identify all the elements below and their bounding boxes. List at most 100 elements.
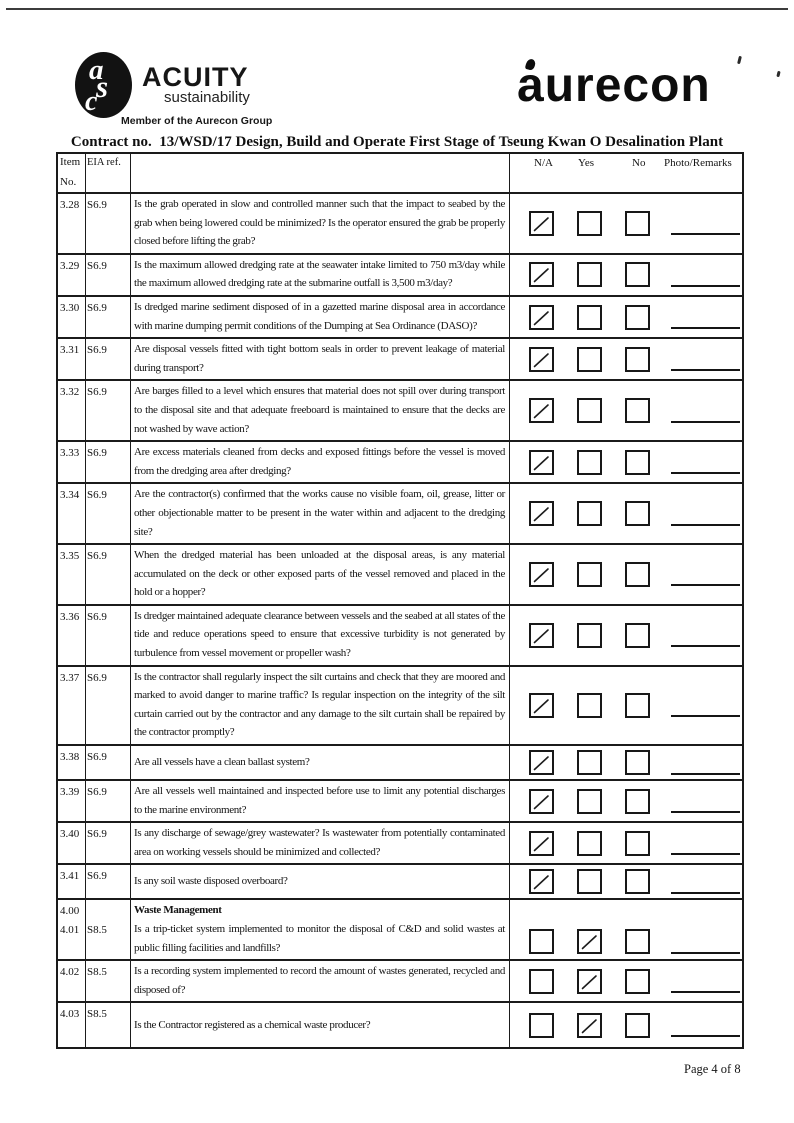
eia-ref-cell: S8.5 bbox=[86, 1003, 131, 1048]
question-text: Is dredged marine sediment disposed of i… bbox=[134, 300, 505, 332]
scan-speck bbox=[776, 70, 781, 78]
question-cell: Is the Contractor registered as a chemic… bbox=[131, 1003, 510, 1048]
remarks-underline bbox=[671, 715, 740, 718]
checkbox-na-checked bbox=[529, 449, 554, 475]
checks-cell bbox=[510, 865, 742, 898]
header-item-no: Item No. bbox=[58, 154, 86, 192]
question-text: Are disposal vessels fitted with tight b… bbox=[134, 343, 505, 374]
checkbox-yes bbox=[577, 622, 602, 648]
question-text: When the dredged material has been unloa… bbox=[134, 549, 505, 599]
remarks-underline bbox=[671, 523, 740, 526]
checkbox-no bbox=[625, 210, 650, 236]
scan-speck bbox=[737, 55, 742, 65]
eia-ref-cell: S6.9 bbox=[86, 545, 131, 604]
header-no: No bbox=[632, 157, 646, 169]
table-row: 3.38 S6.9 Are all vessels have a clean bal… bbox=[58, 746, 742, 782]
checkbox-yes-checked bbox=[577, 1012, 602, 1038]
checks-cell bbox=[510, 297, 742, 337]
checkbox-no bbox=[625, 929, 650, 955]
checkbox-no bbox=[625, 398, 650, 424]
checkbox-na-checked bbox=[529, 622, 554, 648]
checkbox-yes bbox=[577, 561, 602, 587]
remarks-underline bbox=[671, 369, 740, 372]
checks-cell bbox=[510, 781, 742, 821]
eia-ref-cell: S8.5 bbox=[86, 961, 131, 1002]
checkbox-yes bbox=[577, 869, 602, 895]
checkbox-na-checked bbox=[529, 869, 554, 895]
header-na: N/A bbox=[534, 157, 553, 169]
question-cell: Are all vessels well maintained and insp… bbox=[131, 781, 510, 822]
question-cell: Are the contractor(s) confirmed that the… bbox=[131, 484, 510, 544]
table-row: 3.34 S6.9 Are the contractor(s) confirmed … bbox=[58, 484, 742, 546]
checks-cell bbox=[510, 746, 742, 779]
item-no-cell: 3.41 bbox=[58, 865, 86, 899]
item-no-cell: 3.40 bbox=[58, 823, 86, 864]
remarks-underline bbox=[671, 327, 740, 330]
checkbox-na-checked bbox=[529, 398, 554, 424]
header-photo-remarks: Photo/Remarks bbox=[664, 157, 732, 169]
item-no-cell: 3.31 bbox=[58, 339, 86, 380]
checks-cell bbox=[510, 823, 742, 863]
checkbox-yes bbox=[577, 262, 602, 288]
remarks-underline bbox=[671, 991, 740, 994]
table-body: 3.28 S6.9 Is the grab operated in slow and… bbox=[58, 194, 742, 1048]
question-cell: Are excess materials cleaned from decks … bbox=[131, 442, 510, 483]
table-header-row: Item No. EIA ref. N/A Yes No Photo/Remar… bbox=[58, 154, 742, 194]
checks-cell bbox=[510, 484, 742, 543]
item-no-cell: 3.39 bbox=[58, 781, 86, 822]
question-cell: Is any discharge of sewage/grey wastewat… bbox=[131, 823, 510, 864]
checkbox-no bbox=[625, 449, 650, 475]
checks-cell bbox=[510, 1003, 742, 1047]
question-text: Are all vessels have a clean ballast sys… bbox=[134, 755, 310, 768]
checkbox-yes bbox=[577, 501, 602, 527]
eia-ref-cell: S6.9 bbox=[86, 865, 131, 899]
remarks-underline bbox=[671, 891, 740, 894]
question-cell: Is the contractor shall regularly inspec… bbox=[131, 666, 510, 745]
checks-cell bbox=[510, 667, 742, 744]
item-no-cell: 3.33 bbox=[58, 442, 86, 483]
item-no-cell: 3.30 bbox=[58, 296, 86, 338]
remarks-underline bbox=[671, 645, 740, 648]
question-cell: Is any soil waste disposed overboard? bbox=[131, 865, 510, 899]
checks-cell bbox=[510, 255, 742, 295]
checks-cell bbox=[510, 900, 742, 959]
checks-cell bbox=[510, 961, 742, 1001]
item-no-cell: 3.29 bbox=[58, 254, 86, 295]
table-row: 4.03 S8.5 Is the Contractor registered as … bbox=[58, 1003, 742, 1048]
question-cell: Is the maximum allowed dredging rate at … bbox=[131, 254, 510, 295]
checkbox-na-checked bbox=[529, 501, 554, 527]
table-row: 3.36 S6.9 Is dredger maintained adequate c… bbox=[58, 605, 742, 667]
checks-cell bbox=[510, 339, 742, 379]
checkbox-na-checked bbox=[529, 346, 554, 372]
table-row: 3.32 S6.9 Are barges filled to a level whi… bbox=[58, 381, 742, 443]
checkbox-no bbox=[625, 622, 650, 648]
checkbox-no bbox=[625, 692, 650, 718]
question-cell: Are all vessels have a clean ballast sys… bbox=[131, 746, 510, 780]
question-cell: Is dredger maintained adequate clearance… bbox=[131, 605, 510, 665]
checkbox-yes bbox=[577, 346, 602, 372]
acuity-tagline: Member of the Aurecon Group bbox=[121, 115, 273, 127]
remarks-underline bbox=[671, 853, 740, 856]
document-title: Contract no. 13/WSD/17 Design, Build and… bbox=[70, 134, 724, 150]
question-cell: Is dredged marine sediment disposed of i… bbox=[131, 296, 510, 338]
item-no-cell: 3.38 bbox=[58, 746, 86, 780]
checkbox-yes bbox=[577, 210, 602, 236]
checkbox-yes-checked bbox=[577, 929, 602, 955]
checks-cell bbox=[510, 381, 742, 440]
item-no-cell: 3.28 bbox=[58, 194, 86, 253]
checkbox-no bbox=[625, 869, 650, 895]
remarks-underline bbox=[671, 472, 740, 475]
checkbox-na-checked bbox=[529, 561, 554, 587]
monogram-letter-c: c bbox=[85, 86, 98, 117]
checkbox-na-checked bbox=[529, 830, 554, 856]
page-number: Page 4 of 8 bbox=[684, 1062, 741, 1076]
acuity-subtitle: sustainability bbox=[164, 89, 250, 106]
table-row: 3.29 S6.9 Is the maximum allowed dredging … bbox=[58, 254, 742, 297]
checkbox-yes bbox=[577, 692, 602, 718]
top-edge-rule bbox=[6, 8, 788, 10]
table-row: 3.31 S6.9 Are disposal vessels fitted with… bbox=[58, 339, 742, 382]
question-text: Is a trip-ticket system implemented to m… bbox=[134, 923, 505, 954]
checkbox-no bbox=[625, 304, 650, 330]
checkbox-no bbox=[625, 262, 650, 288]
question-text: Is the Contractor registered as a chemic… bbox=[134, 1018, 371, 1031]
